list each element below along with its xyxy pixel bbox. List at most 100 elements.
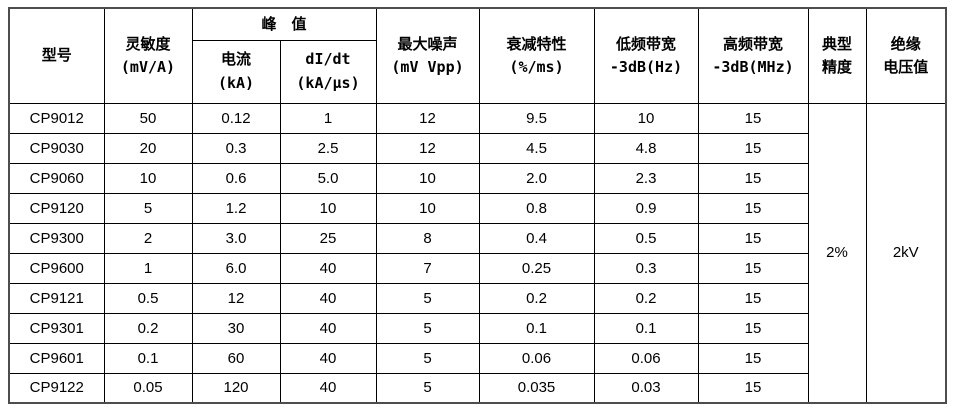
max-noise-cell: 8: [375, 222, 480, 254]
peak-current-cell: 12: [191, 282, 281, 314]
header-attenuation: 衰减特性 (%/ms): [478, 7, 595, 104]
model-cell: CP9060: [8, 162, 105, 194]
peak-didt-cell: 1: [279, 102, 377, 134]
peak-current-cell: 120: [191, 372, 281, 404]
peak-didt-cell: 40: [279, 252, 377, 284]
sensitivity-cell: 2: [103, 222, 193, 254]
low-bandwidth-cell: 0.06: [593, 342, 699, 374]
max-noise-cell: 5: [375, 372, 480, 404]
attenuation-cell: 4.5: [478, 132, 595, 164]
attenuation-cell: 0.1: [478, 312, 595, 344]
peak-current-cell: 3.0: [191, 222, 281, 254]
max-noise-cell: 5: [375, 282, 480, 314]
model-cell: CP9122: [8, 372, 105, 404]
header-typical-accuracy: 典型 精度: [807, 7, 867, 104]
peak-current-cell: 0.12: [191, 102, 281, 134]
peak-didt-cell: 40: [279, 282, 377, 314]
model-cell: CP9600: [8, 252, 105, 284]
header-high-bandwidth: 高频带宽 -3dB(MHz): [697, 7, 809, 104]
sensitivity-cell: 0.05: [103, 372, 193, 404]
header-max-noise: 最大噪声 (mV Vpp): [375, 7, 480, 104]
peak-didt-cell: 2.5: [279, 132, 377, 164]
table-row: CP9600 1 6.0 40 7 0.25 0.3 15: [8, 252, 946, 284]
low-bandwidth-cell: 0.3: [593, 252, 699, 284]
peak-current-cell: 0.3: [191, 132, 281, 164]
peak-didt-cell: 40: [279, 312, 377, 344]
attenuation-cell: 0.8: [478, 192, 595, 224]
peak-current-cell: 30: [191, 312, 281, 344]
header-peak-label: 峰 值: [261, 14, 307, 33]
max-noise-cell: 10: [375, 162, 480, 194]
high-bandwidth-cell: 15: [697, 372, 809, 404]
low-bandwidth-cell: 0.1: [593, 312, 699, 344]
attenuation-cell: 0.06: [478, 342, 595, 374]
high-bandwidth-cell: 15: [697, 282, 809, 314]
low-bandwidth-cell: 10: [593, 102, 699, 134]
model-cell: CP9120: [8, 192, 105, 224]
low-bandwidth-cell: 0.2: [593, 282, 699, 314]
attenuation-cell: 0.035: [478, 372, 595, 404]
table-row: CP9300 2 3.0 25 8 0.4 0.5 15: [8, 222, 946, 254]
peak-didt-cell: 25: [279, 222, 377, 254]
max-noise-cell: 5: [375, 312, 480, 344]
peak-didt-cell: 40: [279, 342, 377, 374]
attenuation-cell: 0.4: [478, 222, 595, 254]
header-low-bandwidth: 低频带宽 -3dB(Hz): [593, 7, 699, 104]
peak-current-cell: 1.2: [191, 192, 281, 224]
sensitivity-cell: 0.2: [103, 312, 193, 344]
max-noise-cell: 12: [375, 102, 480, 134]
table-row: CP9060 10 0.6 5.0 10 2.0 2.3 15: [8, 162, 946, 194]
peak-current-cell: 60: [191, 342, 281, 374]
model-cell: CP9012: [8, 102, 105, 134]
model-cell: CP9121: [8, 282, 105, 314]
high-bandwidth-cell: 15: [697, 162, 809, 194]
table-row: CP9601 0.1 60 40 5 0.06 0.06 15: [8, 342, 946, 374]
probe-spec-table: 型号 灵敏度 (mV/A) 峰 值 最大噪声 (mV Vpp) 衰减特性 (%/…: [8, 7, 948, 404]
peak-didt-cell: 40: [279, 372, 377, 404]
sensitivity-cell: 20: [103, 132, 193, 164]
high-bandwidth-cell: 15: [697, 222, 809, 254]
table-row: CP9030 20 0.3 2.5 12 4.5 4.8 15: [8, 132, 946, 164]
table-row: CP9121 0.5 12 40 5 0.2 0.2 15: [8, 282, 946, 314]
attenuation-cell: 0.25: [478, 252, 595, 284]
header-peak: 峰 值: [191, 7, 377, 41]
high-bandwidth-cell: 15: [697, 312, 809, 344]
attenuation-cell: 9.5: [478, 102, 595, 134]
max-noise-cell: 7: [375, 252, 480, 284]
table-row: CP9012 50 0.12 1 12 9.5 10 15 2% 2kV: [8, 102, 947, 404]
sensitivity-cell: 0.1: [103, 342, 193, 374]
sensitivity-cell: 1: [103, 252, 193, 284]
header-peak-current: 电流 (kA): [191, 39, 281, 104]
peak-current-cell: 6.0: [191, 252, 281, 284]
low-bandwidth-cell: 0.03: [593, 372, 699, 404]
model-cell: CP9301: [8, 312, 105, 344]
attenuation-cell: 0.2: [478, 282, 595, 314]
model-cell: CP9030: [8, 132, 105, 164]
table-row: CP9301 0.2 30 40 5 0.1 0.1 15: [8, 312, 946, 344]
high-bandwidth-cell: 15: [697, 192, 809, 224]
sensitivity-cell: 0.5: [103, 282, 193, 314]
model-cell: CP9601: [8, 342, 105, 374]
high-bandwidth-cell: 15: [697, 102, 809, 134]
max-noise-cell: 5: [375, 342, 480, 374]
header-model: 型号: [8, 7, 105, 104]
header-insulation-voltage: 绝缘 电压值: [865, 7, 947, 104]
header-model-label: 型号: [41, 46, 72, 65]
low-bandwidth-cell: 4.8: [593, 132, 699, 164]
typical-accuracy-cell: 2%: [807, 102, 867, 404]
high-bandwidth-cell: 15: [697, 342, 809, 374]
attenuation-cell: 2.0: [478, 162, 595, 194]
low-bandwidth-cell: 0.9: [593, 192, 699, 224]
sensitivity-cell: 5: [103, 192, 193, 224]
model-cell: CP9300: [8, 222, 105, 254]
sensitivity-cell: 10: [103, 162, 193, 194]
sensitivity-cell: 50: [103, 102, 193, 134]
peak-current-cell: 0.6: [191, 162, 281, 194]
max-noise-cell: 10: [375, 192, 480, 224]
peak-didt-cell: 5.0: [279, 162, 377, 194]
low-bandwidth-cell: 2.3: [593, 162, 699, 194]
high-bandwidth-cell: 15: [697, 252, 809, 284]
table-row: CP9120 5 1.2 10 10 0.8 0.9 15: [8, 192, 946, 224]
header-peak-didt: dI/dt (kA/μs): [279, 39, 377, 104]
